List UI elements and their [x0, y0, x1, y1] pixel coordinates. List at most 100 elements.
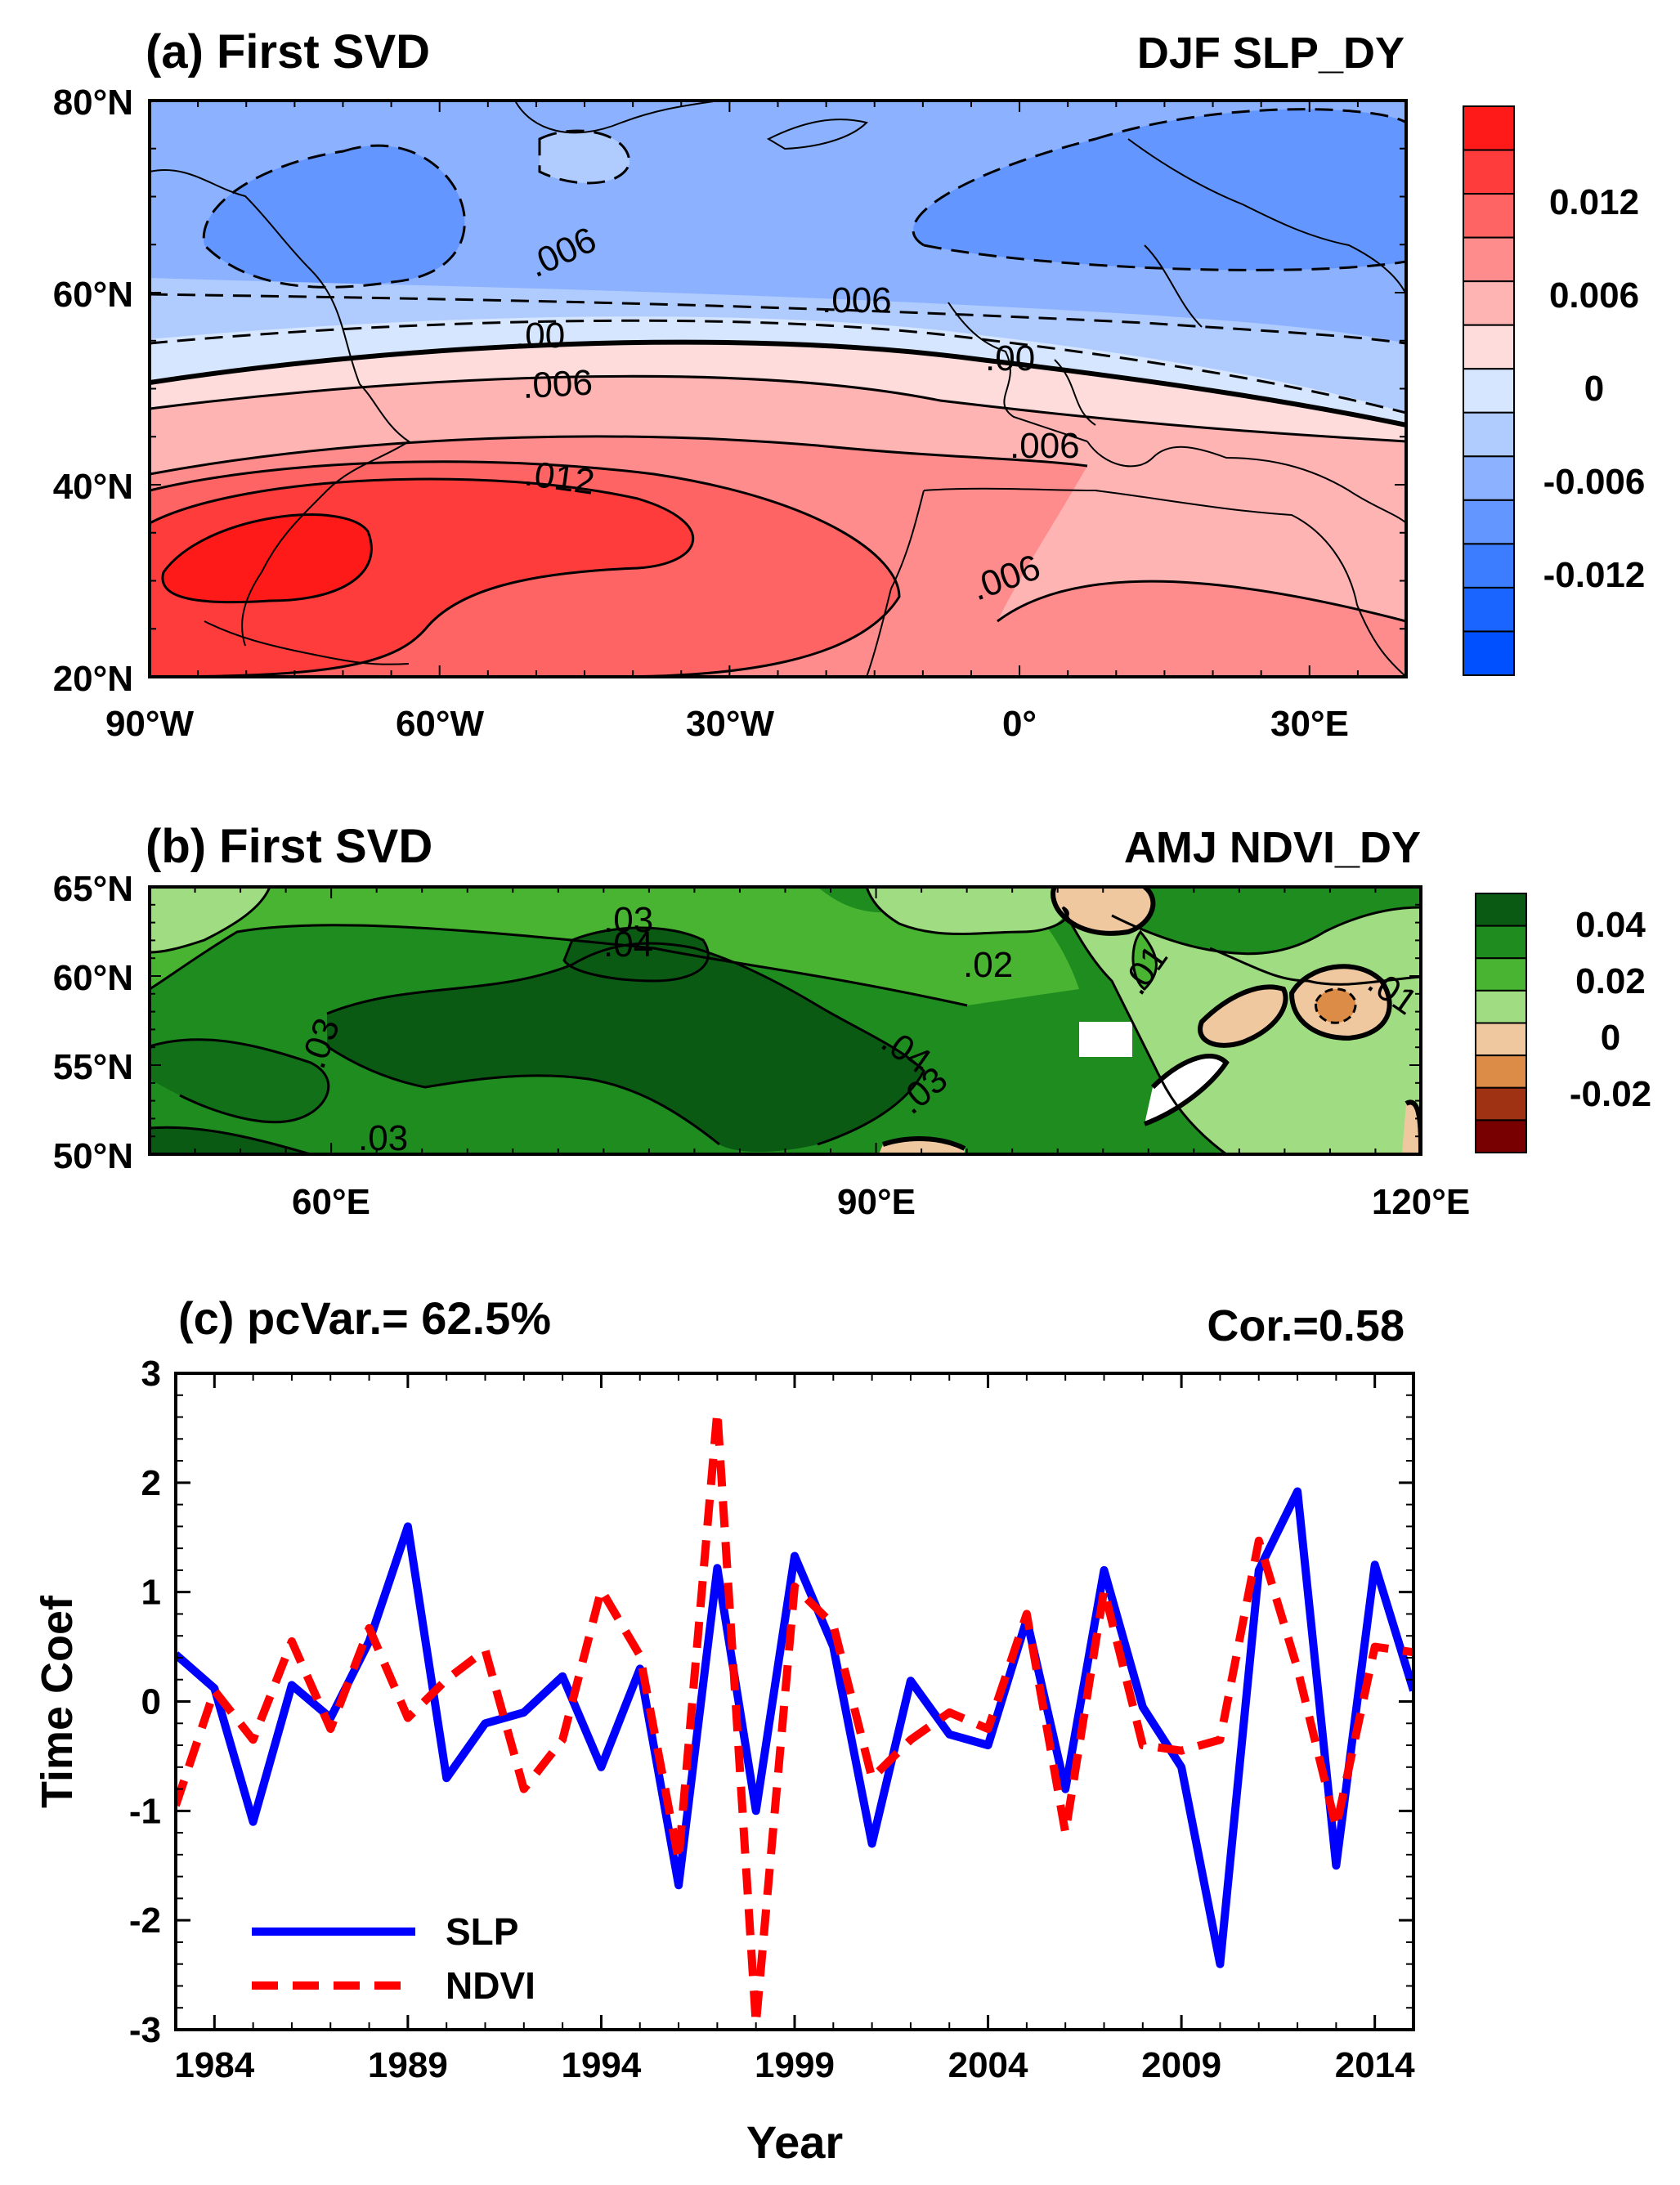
colorbar-box — [1475, 989, 1527, 1024]
colorbar-box — [1463, 236, 1515, 283]
legend: SLP NDVI — [252, 1910, 535, 2007]
colorbar-box — [1463, 411, 1515, 458]
y-tick-label: 0 — [141, 1682, 161, 1722]
x-tick-label: 2014 — [1335, 2045, 1415, 2085]
colorbar-box — [1463, 586, 1515, 633]
contour-label: .04 — [603, 925, 653, 965]
panel-b-tickmarks — [149, 886, 1422, 1155]
contour-label: .02 — [963, 945, 1013, 985]
colorbar-box — [1463, 630, 1515, 677]
panel-b-title: (b) First SVD — [146, 820, 432, 873]
panel-b-lat-labels: 65°N 60°N 55°N 50°N — [53, 869, 133, 1176]
lat-tick-label: 60°N — [53, 958, 133, 998]
x-axis-label: Year — [746, 2116, 843, 2168]
colorbar-box — [1463, 105, 1515, 151]
y-tick-label: -2 — [129, 1901, 161, 1941]
contour-label: .00 — [985, 338, 1035, 378]
colorbar-box — [1463, 368, 1515, 414]
colorbar-box — [1475, 1022, 1527, 1057]
lat-tick-label: 65°N — [53, 869, 133, 909]
lat-tick-label: 50°N — [53, 1136, 133, 1176]
lon-tick-label: 60°W — [396, 704, 485, 744]
panel-b-lon-labels: 60°E 90°E 120°E — [292, 1182, 1470, 1222]
colorbar-box — [1475, 1054, 1527, 1089]
x-tick-label: 1994 — [561, 2045, 641, 2085]
contour-label: .006 — [1010, 426, 1080, 466]
panel-b-variable: AMJ NDVI_DY — [1124, 823, 1421, 872]
contour-label: .006 — [522, 363, 594, 406]
lat-tick-label: 40°N — [53, 467, 133, 507]
y-tick-label: 1 — [141, 1573, 161, 1613]
y-tick-label: 3 — [141, 1354, 161, 1394]
panel-a-colorbar-labels: 0.012 0.006 0 -0.006 -0.012 — [1543, 182, 1646, 595]
legend-label-slp: SLP — [446, 1910, 518, 1953]
series-line-slp — [176, 1487, 1413, 1968]
panel-a-lat-labels: 80°N 60°N 40°N 20°N — [53, 83, 133, 699]
contour-label: .006 — [822, 280, 892, 320]
panel-b: (b) First SVD AMJ NDVI_DY — [53, 820, 1651, 1222]
colorbar-box — [1463, 280, 1515, 326]
colorbar-label: 0.006 — [1549, 275, 1639, 316]
lon-tick-label: 90°E — [837, 1182, 916, 1222]
slp-map: .006 .006 .00 .00 .006 .012 .006 .006 — [150, 101, 1406, 677]
panel-a-title: (a) First SVD — [146, 25, 430, 78]
contour-label: .00 — [515, 316, 565, 356]
series-line-ndvi — [176, 1407, 1413, 2029]
panel-a-variable: DJF SLP_DY — [1137, 29, 1404, 78]
colorbar-label: -0.012 — [1543, 555, 1646, 595]
x-tick-label: 2009 — [1141, 2045, 1221, 2085]
panel-b-colorbar-labels: 0.04 0.02 0 -0.02 — [1570, 905, 1651, 1114]
panel-a-tickmarks — [149, 100, 1407, 678]
colorbar-label: 0.012 — [1549, 182, 1639, 222]
colorbar-label: 0 — [1601, 1018, 1620, 1058]
lon-tick-label: 90°W — [105, 704, 195, 744]
colorbar-box — [1463, 193, 1515, 239]
colorbar-box — [1463, 324, 1515, 370]
colorbar-box — [1463, 455, 1515, 501]
contour-label: .012 — [522, 453, 598, 502]
colorbar-box — [1463, 499, 1515, 545]
colorbar-label: 0.04 — [1575, 905, 1646, 945]
colorbar-box — [1463, 543, 1515, 589]
x-tick-label: 2004 — [948, 2045, 1028, 2085]
colorbar-box — [1463, 149, 1515, 195]
colorbar-label: -0.006 — [1543, 462, 1646, 502]
x-tick-label: 1984 — [174, 2045, 254, 2085]
panel-a-lon-labels: 90°W 60°W 30°W 0° 30°E — [105, 704, 1349, 744]
lat-tick-label: 80°N — [53, 83, 133, 123]
panel-c-title: (c) pcVar.= 62.5% — [178, 1292, 551, 1344]
y-tick-label: -1 — [129, 1791, 161, 1831]
panel-a-colorbar — [1463, 105, 1515, 677]
panel-c: (c) pcVar.= 62.5% Cor.=0.58 3 2 1 0 -1 -2 -3 19… — [33, 1292, 1415, 2168]
contour-label: .03 — [603, 900, 653, 940]
lon-tick-label: 30°W — [686, 704, 775, 744]
lon-tick-label: 60°E — [292, 1182, 370, 1222]
y-axis-label: Time Coef — [33, 1595, 82, 1808]
colorbar-label: 0.02 — [1575, 961, 1646, 1001]
lon-tick-label: 120°E — [1372, 1182, 1470, 1222]
lat-tick-label: 60°N — [53, 275, 133, 315]
ndvi-map: .03 .04 .02 .03 .04 .03 .03 .01 .01 — [150, 887, 1421, 1158]
colorbar-box — [1475, 957, 1527, 992]
colorbar-label: 0 — [1584, 369, 1604, 409]
colorbar-box — [1475, 925, 1527, 960]
x-tick-label: 1989 — [368, 2045, 448, 2085]
legend-label-ndvi: NDVI — [446, 1964, 535, 2007]
lon-tick-label: 0° — [1002, 704, 1037, 744]
x-tick-label: 1999 — [755, 2045, 835, 2085]
colorbar-label: -0.02 — [1570, 1074, 1651, 1114]
panel-b-colorbar — [1475, 893, 1527, 1153]
panel-a: (a) First SVD DJF SLP_DY — [53, 25, 1646, 744]
lon-tick-label: 30°E — [1270, 704, 1349, 744]
lat-tick-label: 55°N — [53, 1047, 133, 1087]
y-tick-label: 2 — [141, 1463, 161, 1503]
contour-label: .03 — [358, 1118, 408, 1158]
panel-c-correlation: Cor.=0.58 — [1207, 1301, 1404, 1350]
panel-c-ticks: 3 2 1 0 -1 -2 -3 1984 1989 1994 1999 2004 2009 2014 — [129, 1354, 1415, 2085]
colorbar-box — [1475, 1086, 1527, 1122]
y-tick-label: -3 — [129, 2010, 161, 2050]
lat-tick-label: 20°N — [53, 659, 133, 699]
colorbar-box — [1475, 893, 1527, 927]
coastlines — [150, 101, 1406, 677]
